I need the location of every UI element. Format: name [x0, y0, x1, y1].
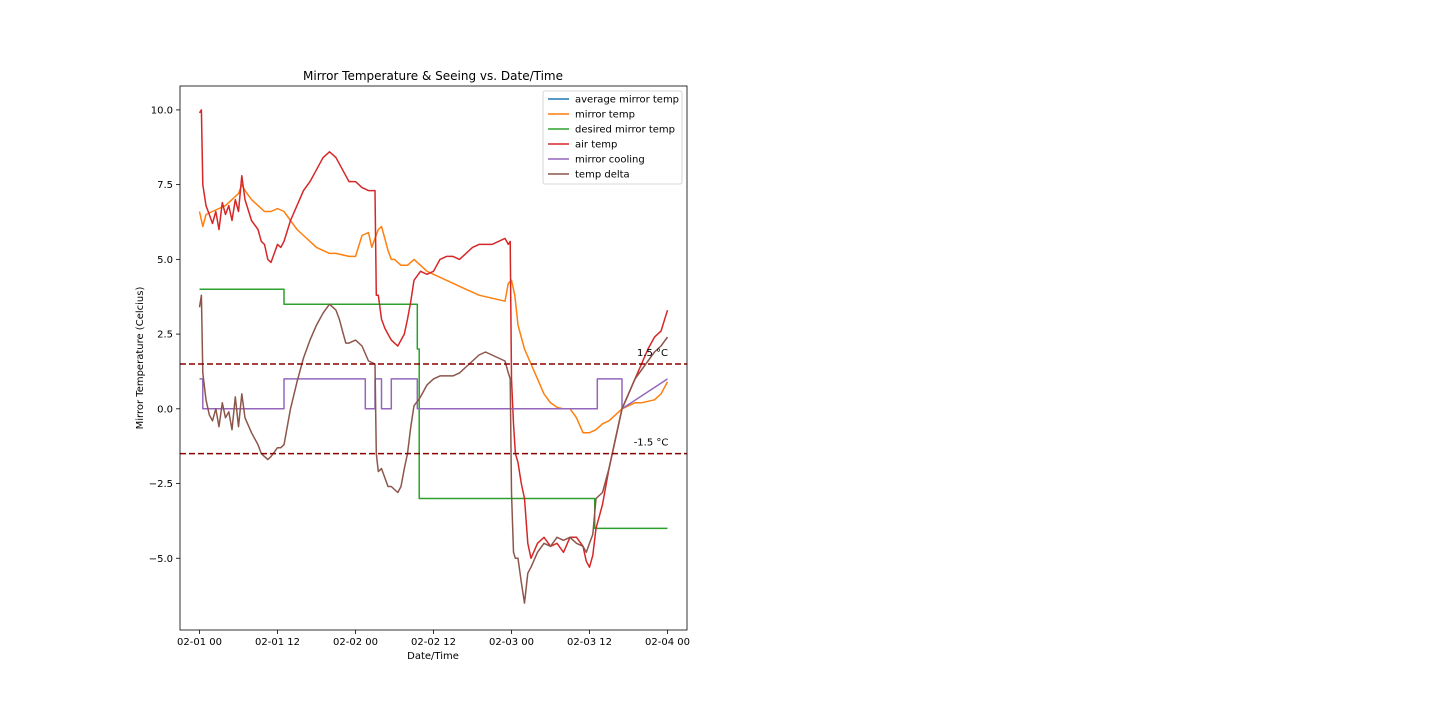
legend-label-2: desired mirror temp [575, 125, 675, 136]
x-tick-label-4: 02-03 00 [489, 637, 534, 648]
legend-label-5: temp delta [575, 170, 630, 181]
chart-title: Mirror Temperature & Seeing vs. Date/Tim… [303, 69, 563, 83]
x-tick-label-2: 02-02 00 [333, 637, 378, 648]
legend-box [542, 90, 683, 185]
y-tick-label-3: 2.5 [157, 330, 173, 341]
y-axis: 10.0 7.5 5.0 2.5 0.0 −2.5 −5.0 [149, 105, 180, 565]
legend-label-4: mirror cooling [575, 155, 645, 166]
x-tick-label-5: 02-03 12 [567, 637, 612, 648]
x-tick-label-1: 02-01 12 [255, 637, 300, 648]
y-tick-label-4: 0.0 [157, 404, 173, 415]
threshold-label-1: -1.5 °C [634, 438, 669, 449]
legend-label-3: air temp [575, 140, 617, 151]
y-tick-label-2: 5.0 [157, 255, 173, 266]
legend-label-0: average mirror temp [575, 95, 679, 106]
series-line-4 [199, 378, 668, 410]
x-axis: 02-01 00 02-01 12 02-02 00 02-02 12 02-03 00… [177, 630, 690, 648]
legend: average mirror temp mirror temp desired mi… [542, 90, 683, 185]
series-line-5 [198, 294, 669, 604]
x-axis-label: Date/Time [407, 651, 459, 662]
x-tick-label-3: 02-02 12 [411, 637, 456, 648]
series-layer [198, 109, 669, 604]
y-tick-label-6: −5.0 [149, 554, 173, 565]
threshold-label-0: 1.5 °C [637, 348, 668, 359]
y-tick-label-1: 7.5 [157, 180, 173, 191]
y-axis-label: Mirror Temperature (Celcius) [135, 287, 146, 430]
legend-label-1: mirror temp [575, 110, 635, 121]
y-tick-label-0: 10.0 [151, 105, 173, 116]
x-tick-label-0: 02-01 00 [177, 637, 222, 648]
x-tick-label-6: 02-04 00 [645, 637, 690, 648]
threshold-layer: 1.5 °C -1.5 °C [180, 348, 687, 455]
y-tick-label-5: −2.5 [149, 479, 173, 490]
series-line-1 [198, 183, 669, 434]
